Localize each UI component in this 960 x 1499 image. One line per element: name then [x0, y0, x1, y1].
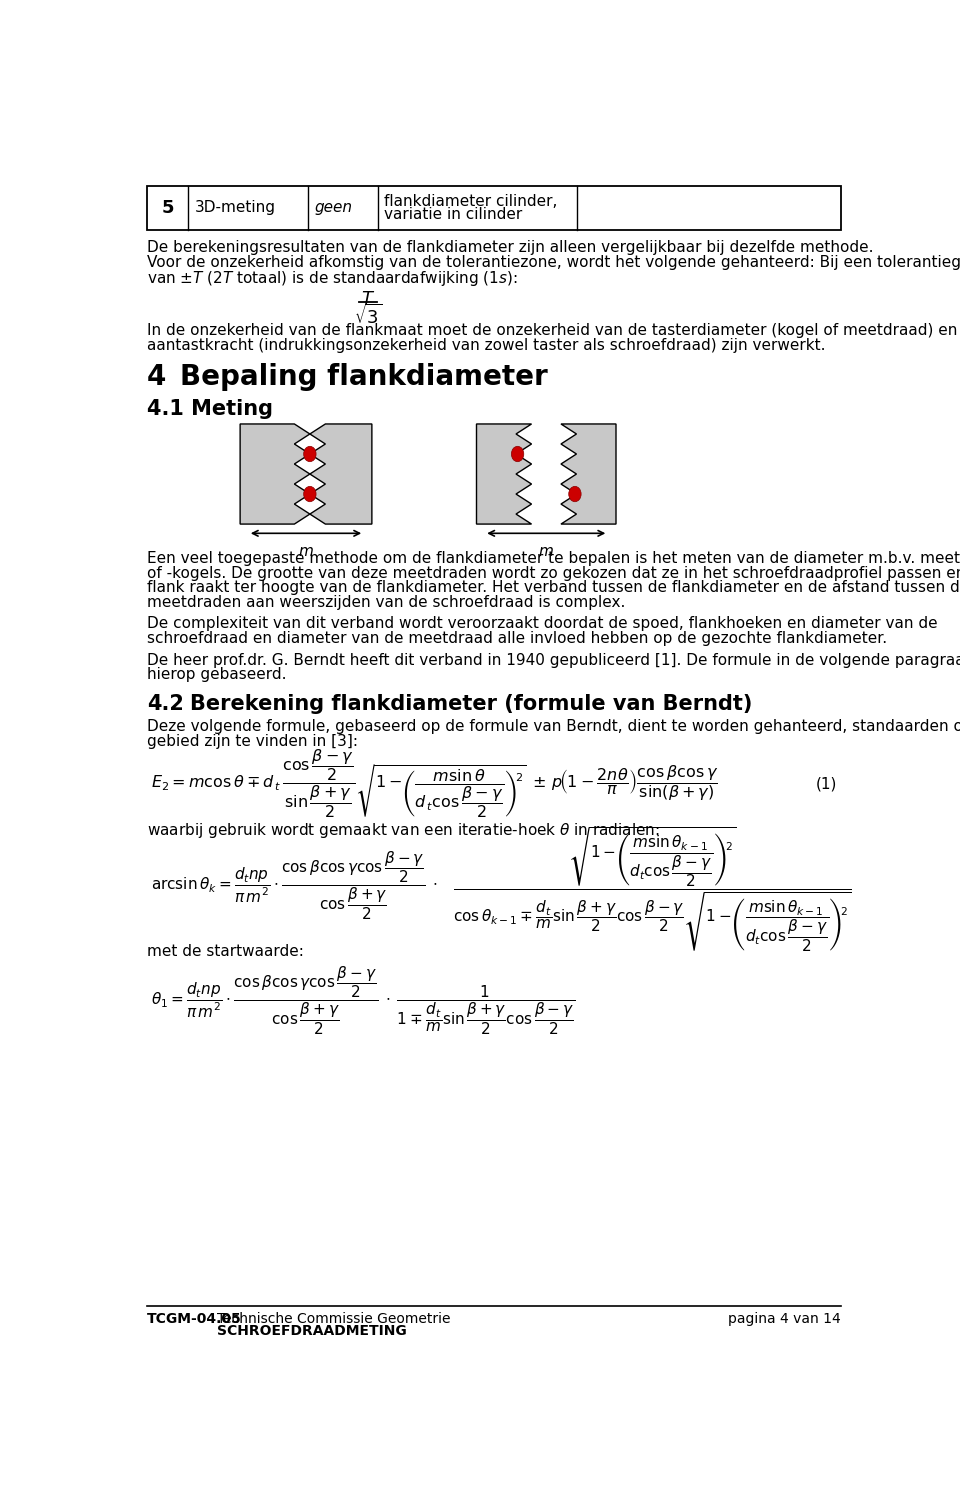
Text: Technische Commissie Geometrie: Technische Commissie Geometrie — [217, 1312, 450, 1325]
Text: pagina 4 van 14: pagina 4 van 14 — [728, 1312, 841, 1325]
Text: Een veel toegepaste methode om de flankdiameter te bepalen is het meten van de d: Een veel toegepaste methode om de flankd… — [147, 552, 960, 567]
Text: flankdiameter cilinder,: flankdiameter cilinder, — [384, 193, 558, 208]
Ellipse shape — [303, 486, 316, 502]
Text: 4.2: 4.2 — [147, 694, 184, 714]
Text: waarbij gebruik wordt gemaakt van een iteratie-hoek $\theta$ in radialen:: waarbij gebruik wordt gemaakt van een it… — [147, 821, 660, 841]
Text: Deze volgende formule, gebaseerd op de formule van Berndt, dient te worden gehan: Deze volgende formule, gebaseerd op de f… — [147, 720, 960, 735]
Polygon shape — [561, 424, 616, 525]
Text: of -kogels. De grootte van deze meetdraden wordt zo gekozen dat ze in het schroe: of -kogels. De grootte van deze meetdrad… — [147, 565, 960, 580]
Text: m: m — [539, 544, 554, 559]
Text: 4: 4 — [147, 363, 166, 391]
Text: aantastkracht (indrukkingsonzekerheid van zowel taster als schroefdraad) zijn ve: aantastkracht (indrukkingsonzekerheid va… — [147, 337, 826, 352]
Text: TCGM-04.05: TCGM-04.05 — [147, 1312, 242, 1325]
Text: De complexiteit van dit verband wordt veroorzaakt doordat de spoed, flankhoeken : De complexiteit van dit verband wordt ve… — [147, 616, 938, 631]
Text: hierop gebaseerd.: hierop gebaseerd. — [147, 667, 287, 682]
Text: 3D-meting: 3D-meting — [194, 201, 276, 216]
Text: 5: 5 — [161, 199, 174, 217]
Text: $T$: $T$ — [361, 289, 375, 307]
Text: SCHROEFDRAADMETING: SCHROEFDRAADMETING — [217, 1324, 407, 1339]
Polygon shape — [476, 424, 532, 525]
Ellipse shape — [568, 486, 581, 502]
Text: Bepaling flankdiameter: Bepaling flankdiameter — [180, 363, 547, 391]
Text: $\theta_1 = \dfrac{d_t np}{\pi\, m^2}\cdot\dfrac{\cos\beta\cos\gamma\cos\dfrac{\: $\theta_1 = \dfrac{d_t np}{\pi\, m^2}\cd… — [151, 964, 575, 1037]
Text: Voor de onzekerheid afkomstig van de tolerantiezone, wordt het volgende gehantee: Voor de onzekerheid afkomstig van de tol… — [147, 255, 960, 270]
Text: De berekeningsresultaten van de flankdiameter zijn alleen vergelijkbaar bij deze: De berekeningsresultaten van de flankdia… — [147, 240, 874, 255]
Text: gebied zijn te vinden in [3]:: gebied zijn te vinden in [3]: — [147, 733, 358, 748]
Text: 4.1 Meting: 4.1 Meting — [147, 399, 274, 418]
Text: van $\pm T$ ($2T$ totaal) is de standaardafwijking ($1s$):: van $\pm T$ ($2T$ totaal) is de standaar… — [147, 270, 517, 288]
Text: met de startwaarde:: met de startwaarde: — [147, 944, 304, 959]
Text: Berekening flankdiameter (formule van Berndt): Berekening flankdiameter (formule van Be… — [190, 694, 752, 714]
Text: In de onzekerheid van de flankmaat moet de onzekerheid van de tasterdiameter (ko: In de onzekerheid van de flankmaat moet … — [147, 324, 957, 339]
Ellipse shape — [512, 447, 524, 462]
Text: (1): (1) — [815, 776, 837, 791]
Text: De heer prof.dr. G. Berndt heeft dit verband in 1940 gepubliceerd [1]. De formul: De heer prof.dr. G. Berndt heeft dit ver… — [147, 652, 960, 667]
Text: $\arcsin\theta_k = \dfrac{d_t np}{\pi\, m^2}\cdot\dfrac{\cos\beta\cos\gamma\cos\: $\arcsin\theta_k = \dfrac{d_t np}{\pi\, … — [151, 850, 438, 922]
Text: flank raakt ter hoogte van de flankdiameter. Het verband tussen de flankdiameter: flank raakt ter hoogte van de flankdiame… — [147, 580, 960, 595]
Polygon shape — [240, 424, 310, 525]
Polygon shape — [310, 424, 372, 525]
Text: variatie in cilinder: variatie in cilinder — [384, 207, 522, 222]
Text: schroefdraad en diameter van de meetdraad alle invloed hebben op de gezochte fla: schroefdraad en diameter van de meetdraa… — [147, 631, 887, 646]
Text: $\dfrac{\sqrt{1 - \!\left(\dfrac{m\sin\theta_{k-1}}{d_t\cos\dfrac{\beta-\gamma}{: $\dfrac{\sqrt{1 - \!\left(\dfrac{m\sin\t… — [453, 826, 852, 955]
Text: m: m — [299, 544, 313, 559]
Text: $E_2 = m\cos\theta \mp d_{\,t}\,\dfrac{\cos\dfrac{\beta-\gamma}{2}}{\sin\dfrac{\: $E_2 = m\cos\theta \mp d_{\,t}\,\dfrac{\… — [151, 748, 718, 821]
Text: geen: geen — [315, 201, 352, 216]
Ellipse shape — [303, 447, 316, 462]
Text: $\sqrt{3}$: $\sqrt{3}$ — [354, 304, 382, 328]
Text: meetdraden aan weerszijden van de schroefdraad is complex.: meetdraden aan weerszijden van de schroe… — [147, 595, 626, 610]
Bar — [147, 186, 841, 229]
